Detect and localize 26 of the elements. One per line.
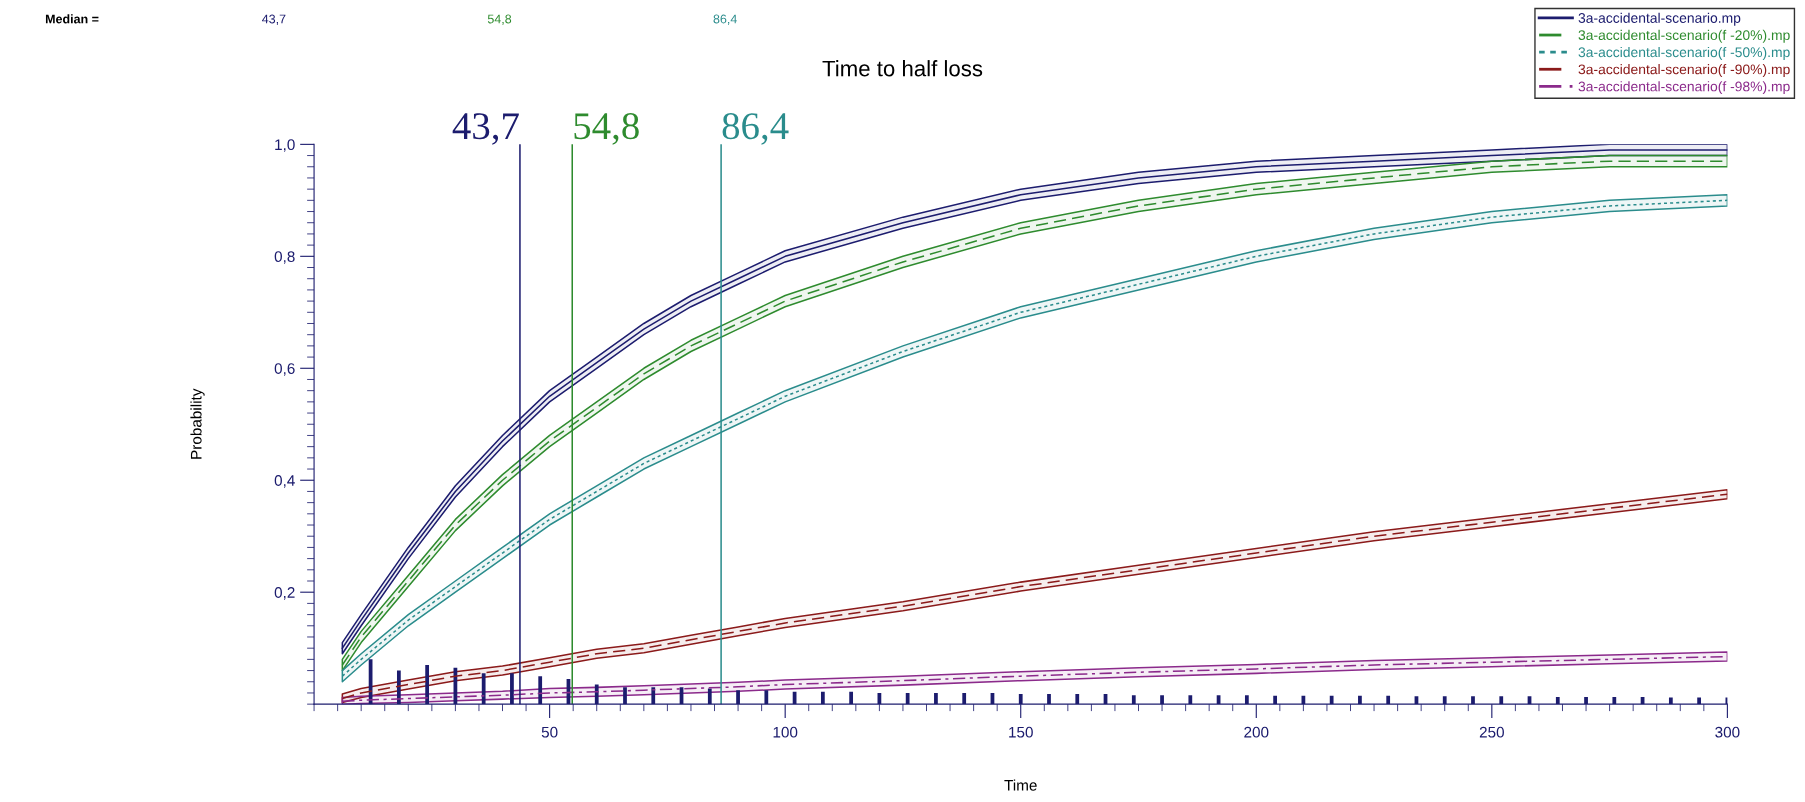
text: Median = <box>45 14 99 24</box>
y-tick-label: 1,0 <box>275 139 295 152</box>
x-tick-label: 150 <box>1009 726 1033 738</box>
y-tick-label: 0,4 <box>274 475 295 488</box>
legend-label: 3a-accidental-scenario.mp <box>1578 12 1741 26</box>
x-tick-label: 100 <box>773 726 798 738</box>
legend-label: 3a-accidental-scenario(f -98%).mp <box>1578 81 1790 95</box>
x-tick-label: 250 <box>1479 726 1504 738</box>
ref-line-label: 54,8 <box>574 113 639 145</box>
text: 86,4 <box>713 14 737 25</box>
chart-title: Time to half loss <box>822 60 983 77</box>
legend-label: 3a-accidental-scenario(f -20%).mp <box>1578 29 1790 43</box>
x-tick-label: 50 <box>541 726 558 738</box>
ref-line-label: 86,4 <box>722 113 789 145</box>
y-tick-label: 0,2 <box>274 587 295 600</box>
y-tick-label: 0,6 <box>274 363 295 376</box>
x-tick-label: 200 <box>1244 726 1269 738</box>
legend-label: 3a-accidental-scenario(f -50%).mp <box>1578 46 1790 60</box>
x-axis-title: Time <box>1004 779 1037 791</box>
legend-label: 3a-accidental-scenario(f -90%).mp <box>1578 64 1790 77</box>
x-tick-label: 300 <box>1715 726 1740 738</box>
text: 54,8 <box>487 14 512 25</box>
y-axis-title: Probability <box>190 388 205 459</box>
y-tick-label: 0,8 <box>274 251 295 264</box>
text: 43,7 <box>262 14 286 25</box>
ref-line-label: 43,7 <box>452 113 519 145</box>
